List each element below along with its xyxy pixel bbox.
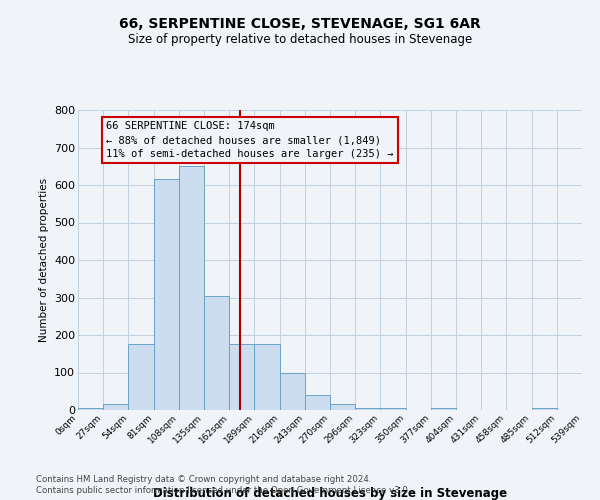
Bar: [128, 344, 154, 410]
Bar: [330, 404, 355, 410]
Bar: [305, 395, 330, 410]
Bar: [431, 408, 456, 410]
Bar: [179, 166, 204, 410]
X-axis label: Distribution of detached houses by size in Stevenage: Distribution of detached houses by size …: [153, 486, 507, 500]
Bar: [532, 408, 557, 410]
Bar: [229, 344, 254, 410]
Text: Contains HM Land Registry data © Crown copyright and database right 2024.: Contains HM Land Registry data © Crown c…: [36, 475, 371, 484]
Bar: [254, 344, 280, 410]
Text: Size of property relative to detached houses in Stevenage: Size of property relative to detached ho…: [128, 32, 472, 46]
Text: 66, SERPENTINE CLOSE, STEVENAGE, SG1 6AR: 66, SERPENTINE CLOSE, STEVENAGE, SG1 6AR: [119, 18, 481, 32]
Text: Contains public sector information licensed under the Open Government Licence v3: Contains public sector information licen…: [36, 486, 410, 495]
Bar: [78, 408, 103, 410]
Bar: [355, 408, 380, 410]
Bar: [103, 404, 128, 410]
Bar: [154, 180, 179, 410]
Bar: [380, 408, 406, 410]
Bar: [204, 296, 229, 410]
Y-axis label: Number of detached properties: Number of detached properties: [38, 178, 49, 342]
Bar: [280, 372, 305, 410]
Text: 66 SERPENTINE CLOSE: 174sqm
← 88% of detached houses are smaller (1,849)
11% of : 66 SERPENTINE CLOSE: 174sqm ← 88% of det…: [106, 121, 394, 159]
